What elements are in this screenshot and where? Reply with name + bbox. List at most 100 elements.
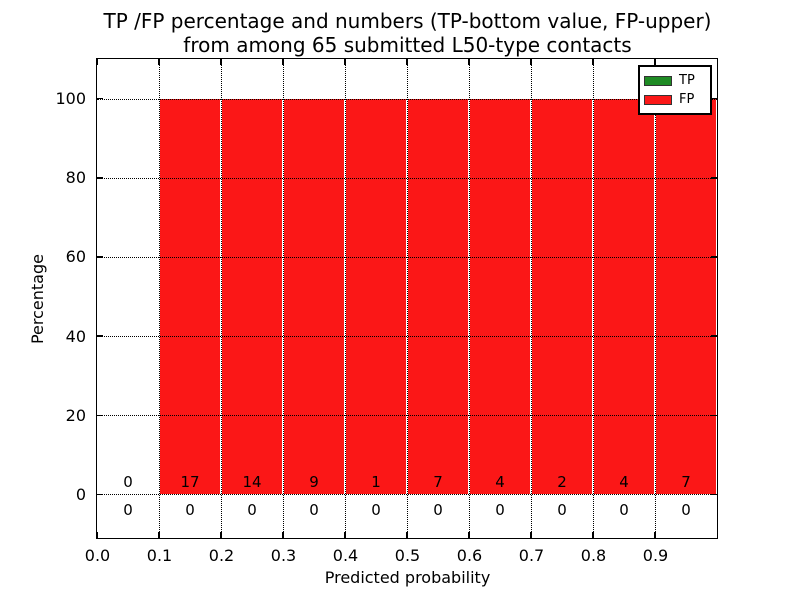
- y-tick-mark-right: [711, 493, 717, 496]
- x-tick-mark-top: [592, 59, 594, 65]
- y-tick-label: 20: [65, 405, 86, 425]
- plot-area: TP FP 0 0 0 0 0 0 0 0 0 0 0 17 14 9 1 7 4 2 4 7: [96, 58, 718, 539]
- tp-legend-swatch-icon: [644, 75, 672, 86]
- x-tick-label: 0.5: [394, 546, 421, 565]
- fp-bar: [470, 98, 530, 495]
- y-tick-mark: [97, 177, 103, 179]
- x-tick-label: 0.2: [208, 546, 235, 565]
- x-tick-mark: [592, 532, 594, 538]
- y-tick-mark: [97, 97, 103, 100]
- y-tick-mark: [97, 256, 103, 258]
- y-axis-label: Percentage: [28, 254, 47, 345]
- x-tick-mark: [468, 532, 470, 538]
- x-tick-mark-top: [654, 59, 656, 65]
- y-tick-mark-right: [711, 97, 717, 100]
- y-tick-label: 40: [65, 326, 86, 346]
- chart-title-line1: TP /FP percentage and numbers (TP-bottom…: [103, 9, 712, 33]
- chart-title-line2: from among 65 submitted L50-type contact…: [183, 33, 632, 57]
- x-gridline: [159, 59, 160, 538]
- x-tick-mark: [654, 532, 656, 538]
- x-tick-mark: [344, 532, 346, 538]
- fp-count-label: 7: [681, 473, 691, 492]
- tp-count-label: 0: [123, 501, 133, 520]
- y-tick-label: 0: [75, 484, 86, 504]
- x-tick-mark-top: [468, 59, 470, 65]
- y-tick-mark-right: [711, 335, 717, 337]
- tp-count-label: 0: [371, 501, 381, 520]
- chart-title: TP /FP percentage and numbers (TP-bottom…: [96, 9, 719, 57]
- x-tick-mark-top: [220, 59, 222, 65]
- legend-label-tp: TP: [679, 73, 695, 88]
- fp-bar: [346, 98, 406, 495]
- fp-count-label: 2: [557, 473, 567, 492]
- fp-count-label: 9: [309, 473, 319, 492]
- x-tick-label: 0.6: [456, 546, 483, 565]
- x-tick-mark: [158, 532, 160, 538]
- y-tick-mark: [97, 493, 103, 496]
- x-tick-mark-top: [158, 59, 160, 65]
- x-tick-label: 0.8: [580, 546, 607, 565]
- legend-item-tp: TP: [644, 74, 706, 87]
- x-tick-mark: [220, 532, 222, 538]
- tp-count-label: 0: [309, 501, 319, 520]
- x-tick-label: 0.0: [84, 546, 111, 565]
- x-gridline: [655, 59, 656, 538]
- x-gridline: [593, 59, 594, 538]
- fp-count-label: 0: [123, 473, 133, 492]
- legend-item-fp: FP: [644, 93, 706, 106]
- x-tick-mark: [406, 532, 408, 538]
- x-gridline: [283, 59, 284, 538]
- x-axis-label: Predicted probability: [324, 568, 491, 587]
- fp-count-label: 17: [180, 473, 200, 492]
- fp-count-label: 4: [619, 473, 629, 492]
- y-tick-label: 60: [65, 247, 86, 267]
- tp-count-label: 0: [247, 501, 257, 520]
- x-tick-mark-top: [530, 59, 532, 65]
- x-tick-label: 0.1: [146, 546, 173, 565]
- x-tick-mark-top: [406, 59, 408, 65]
- x-gridline: [469, 59, 470, 538]
- x-tick-label: 0.9: [642, 546, 669, 565]
- fp-legend-swatch-icon: [644, 94, 672, 105]
- x-tick-mark: [530, 532, 532, 538]
- tp-count-label: 0: [495, 501, 505, 520]
- fp-bar: [532, 98, 592, 495]
- tp-count-label: 0: [681, 501, 691, 520]
- tp-count-label: 0: [433, 501, 443, 520]
- y-tick-mark-right: [711, 414, 717, 417]
- y-tick-mark-right: [711, 256, 717, 258]
- fp-count-label: 7: [433, 473, 443, 492]
- fp-bar: [656, 98, 716, 495]
- x-gridline: [407, 59, 408, 538]
- fp-bar: [408, 98, 468, 495]
- tp-count-label: 0: [619, 501, 629, 520]
- y-tick-label: 80: [65, 168, 86, 188]
- fp-count-label: 14: [242, 473, 262, 492]
- x-tick-mark-top: [282, 59, 284, 65]
- tp-count-label: 0: [557, 501, 567, 520]
- fp-bar: [284, 98, 344, 495]
- x-gridline: [345, 59, 346, 538]
- x-tick-mark-top: [96, 59, 98, 65]
- legend: TP FP: [638, 65, 712, 115]
- y-tick-mark: [97, 335, 103, 337]
- x-tick-mark-top: [344, 59, 346, 65]
- y-tick-label: 100: [55, 89, 86, 109]
- fp-count-label: 4: [495, 473, 505, 492]
- fp-bar: [594, 98, 654, 495]
- y-tick-mark-right: [711, 177, 717, 179]
- x-tick-mark: [96, 532, 98, 538]
- x-tick-label: 0.7: [518, 546, 545, 565]
- x-tick-label: 0.3: [270, 546, 297, 565]
- x-tick-mark: [282, 532, 284, 538]
- x-gridline: [531, 59, 532, 538]
- y-tick-mark: [97, 414, 103, 417]
- x-gridline: [221, 59, 222, 538]
- x-tick-label: 0.4: [332, 546, 359, 565]
- fp-bar: [160, 98, 220, 495]
- tp-count-label: 0: [185, 501, 195, 520]
- fp-bar: [222, 98, 282, 495]
- legend-label-fp: FP: [679, 92, 695, 107]
- fp-count-label: 1: [371, 473, 381, 492]
